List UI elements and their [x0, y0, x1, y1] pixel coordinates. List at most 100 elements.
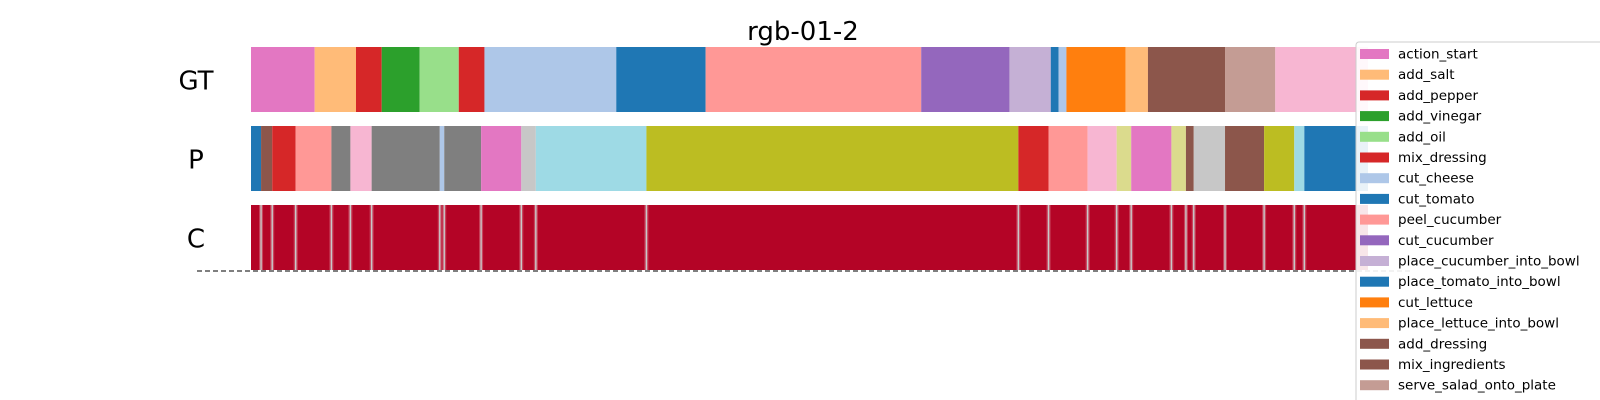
segment-unlabeled-gray — [444, 126, 482, 191]
segment-cut-cheese — [1058, 47, 1067, 112]
legend-swatch — [1360, 256, 1389, 266]
segment-peel-cucumber — [705, 47, 922, 112]
boundary-line — [645, 205, 648, 270]
legend-entry: add_salt — [1398, 67, 1455, 83]
boundary-line — [1193, 205, 1195, 270]
legend-swatch — [1360, 359, 1389, 370]
legend-swatch — [1360, 380, 1389, 391]
legend-entry: serve_salad_onto_plate — [1398, 378, 1556, 394]
row-label: P — [188, 146, 204, 176]
segment-cut-cheese — [439, 126, 445, 191]
segment-unlabeled-lightgray — [521, 126, 536, 191]
boundary-line — [1170, 205, 1173, 270]
boundary-line — [1086, 205, 1089, 270]
segment-mix-ingredients — [1185, 126, 1194, 191]
segment-action-start — [251, 47, 315, 112]
legend-swatch — [1360, 297, 1389, 308]
segment-cut-cheese — [484, 47, 617, 112]
legend-entry: cut_tomato — [1398, 191, 1475, 207]
boundary-line — [1263, 205, 1265, 270]
segment-place-tomato-into-bowl — [251, 126, 262, 191]
legend-entry: peel_cucumber — [1398, 212, 1502, 228]
segment-cut-lettuce — [1066, 47, 1126, 112]
legend-entry: mix_dressing — [1398, 150, 1487, 166]
segment-unlabeled-olive — [646, 126, 1019, 191]
boundary-line — [370, 205, 373, 270]
segment-place-tomato-into-bowl — [1050, 47, 1059, 112]
legend-entry: cut_cheese — [1398, 171, 1474, 187]
legend-swatch — [1360, 131, 1389, 142]
segment-action-start — [481, 126, 522, 191]
legend-swatch — [1360, 111, 1389, 122]
legend-swatch — [1360, 173, 1389, 184]
boundary-line — [1115, 205, 1118, 270]
segment-mix-dressing — [458, 47, 485, 112]
segment-cut-cucumber — [921, 47, 1010, 112]
boundary-line — [1185, 205, 1187, 270]
boundary-line — [330, 205, 333, 270]
row-gt: GT — [178, 47, 1368, 112]
segment-add-pepper — [355, 47, 382, 112]
legend-entry: place_lettuce_into_bowl — [1398, 316, 1559, 332]
segment-peel-cucumber — [295, 126, 332, 191]
segment-mix-dressing — [1018, 126, 1049, 191]
boundary-line — [1017, 205, 1020, 270]
segment-unlabeled-cyan — [1294, 126, 1305, 191]
segment-action-end — [1087, 126, 1117, 191]
legend-swatch — [1360, 235, 1389, 246]
legend-swatch — [1360, 193, 1389, 204]
legend-swatch — [1360, 49, 1389, 59]
legend-entry: action_start — [1398, 47, 1478, 63]
legend: action_start add_salt add_pepper add_vinega… — [1355, 41, 1600, 400]
boundary-line — [439, 205, 441, 270]
boundary-line — [271, 205, 273, 270]
boundary-line — [260, 205, 262, 270]
legend-entry: place_tomato_into_bowl — [1398, 274, 1561, 290]
segment-place-lettuce-into-bowl — [1125, 47, 1148, 112]
legend-frame — [1355, 41, 1600, 400]
segment-add-pepper — [272, 126, 296, 191]
legend-swatch — [1360, 69, 1389, 80]
segment-unlabeled-lightolive — [1116, 126, 1132, 191]
segment-unlabeled-cyan — [535, 126, 647, 191]
boundary-line — [443, 205, 445, 270]
legend-swatch — [1360, 318, 1389, 329]
legend-entry: cut_lettuce — [1398, 295, 1473, 311]
boundary-line — [1047, 205, 1050, 270]
row-label: C — [187, 225, 205, 255]
boundary-line — [1224, 205, 1226, 270]
chart-title: rgb-01-2 — [747, 17, 859, 47]
boundary-line — [520, 205, 523, 270]
legend-entry: add_dressing — [1398, 336, 1487, 352]
segment-add-oil — [419, 47, 459, 112]
confidence-band — [251, 205, 1368, 270]
boundary-line — [1130, 205, 1132, 270]
segment-unlabeled-lightgray — [1193, 126, 1226, 191]
legend-swatch — [1360, 90, 1389, 101]
legend-swatch — [1360, 214, 1389, 225]
segment-place-cucumber-into-bowl — [1009, 47, 1051, 112]
segment-unlabeled-olive — [1264, 126, 1295, 191]
boundary-line — [480, 205, 482, 270]
legend-entry: add_pepper — [1398, 88, 1478, 104]
legend-entry: add_vinegar — [1398, 109, 1482, 125]
legend-entry: mix_ingredients — [1398, 357, 1506, 373]
segment-add-salt — [314, 47, 356, 112]
boundary-line — [1303, 205, 1306, 270]
segment-peel-cucumber — [1048, 126, 1088, 191]
segment-action-start — [1131, 126, 1172, 191]
legend-entry: place_cucumber_into_bowl — [1398, 254, 1580, 270]
segment-add-vinegar — [381, 47, 420, 112]
legend-swatch — [1360, 276, 1389, 287]
boundary-line — [535, 205, 537, 270]
boundary-line — [349, 205, 352, 270]
row-c: C — [187, 205, 1368, 270]
segment-serve-salad-onto-plate — [1225, 47, 1276, 112]
boundary-line — [1293, 205, 1295, 270]
segment-unlabeled-gray — [371, 126, 440, 191]
segment-unlabeled-gray — [331, 126, 351, 191]
legend-entry: add_oil — [1398, 129, 1446, 145]
segment-unlabeled-lightolive — [1171, 126, 1186, 191]
boundary-line — [294, 205, 297, 270]
segment-action-end — [1275, 47, 1368, 112]
